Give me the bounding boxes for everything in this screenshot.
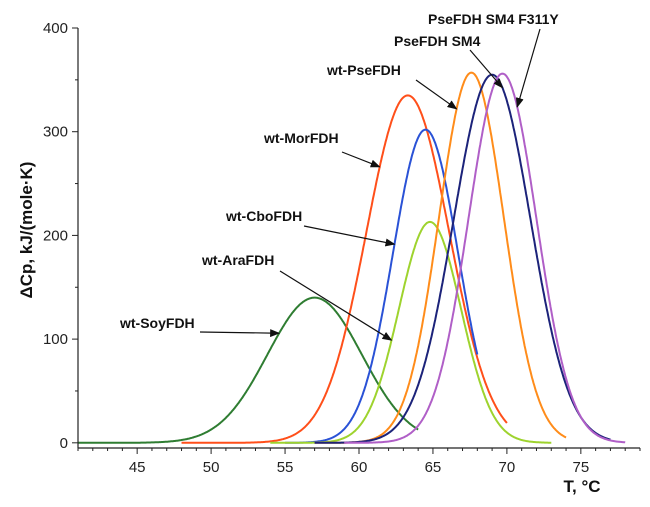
x-axis-label-unit: °C xyxy=(581,477,600,496)
annotation-arrow xyxy=(515,28,541,108)
series-line-wt-psefdh xyxy=(314,73,611,444)
annotations-layer: PseFDH SM4 F311Y PseFDH SM4 wt-PseFDH wt-Mo… xyxy=(119,11,559,341)
y-tick-label: 400 xyxy=(43,20,68,37)
curves-layer xyxy=(78,71,626,444)
y-tick-label: 200 xyxy=(43,227,68,244)
annotation-wt-cbofdh: wt-CboFDH xyxy=(225,208,302,224)
annotation-arrow xyxy=(341,151,381,168)
series-line-wt-morfdh xyxy=(181,94,508,444)
series-line-wt-soyfdh xyxy=(78,296,419,444)
x-tick-label: 45 xyxy=(129,459,146,476)
annotation-arrow xyxy=(469,49,504,89)
annotation-wt-psefdh: wt-PseFDH xyxy=(326,62,401,78)
annotation-arrow xyxy=(303,225,396,247)
annotation-psefdh-sm4-f311y: PseFDH SM4 F311Y xyxy=(428,11,559,27)
annotation-arrow xyxy=(199,329,281,338)
x-tick-label: 70 xyxy=(499,459,516,476)
series-line-psefdh-sm4 xyxy=(314,71,567,444)
annotation-wt-arafdh: wt-AraFDH xyxy=(201,252,274,268)
annotation-arrow xyxy=(279,270,393,341)
y-tick-label: 300 xyxy=(43,124,68,141)
x-axis-label-main: T, xyxy=(563,477,581,496)
x-tick-label: 50 xyxy=(203,459,220,476)
annotation-wt-morfdh: wt-MorFDH xyxy=(263,130,339,146)
x-tick-label: 65 xyxy=(425,459,442,476)
x-tick-label: 75 xyxy=(572,459,589,476)
annotation-arrow xyxy=(415,79,458,110)
y-axis-label: ΔCp, kJ/(mole·K) xyxy=(17,162,36,299)
annotation-wt-soyfdh: wt-SoyFDH xyxy=(119,315,195,331)
y-tick-label: 0 xyxy=(60,435,68,452)
series-line-wt-cbofdh xyxy=(285,128,479,444)
x-tick-label: 60 xyxy=(351,459,368,476)
x-tick-label: 55 xyxy=(277,459,294,476)
axes-layer: 45 50 55 60 65 70 75 0 100 200 300 400 xyxy=(43,20,641,476)
series-line-psefdh-sm4-f311y xyxy=(344,72,626,444)
annotation-psefdh-sm4: PseFDH SM4 xyxy=(394,33,481,49)
x-axis-label: T, °C xyxy=(563,477,600,496)
y-tick-label: 100 xyxy=(43,331,68,348)
